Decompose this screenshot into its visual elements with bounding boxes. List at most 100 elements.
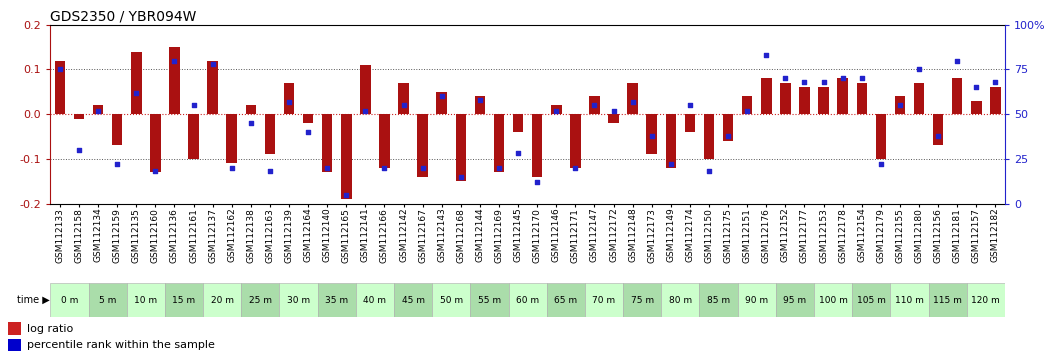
Bar <box>399 83 409 114</box>
Bar <box>204 283 241 317</box>
Bar <box>933 114 943 145</box>
Point <box>300 129 317 135</box>
Text: 25 m: 25 m <box>249 296 272 304</box>
Text: 80 m: 80 m <box>669 296 692 304</box>
Bar <box>245 105 256 114</box>
Text: 60 m: 60 m <box>516 296 539 304</box>
Point <box>720 133 736 138</box>
Point <box>128 90 145 96</box>
Point <box>472 97 489 103</box>
Point <box>89 108 107 113</box>
Point <box>548 108 564 113</box>
Point <box>777 76 794 81</box>
Bar <box>474 96 486 114</box>
Text: 55 m: 55 m <box>478 296 501 304</box>
Point <box>109 161 126 167</box>
Bar <box>585 283 623 317</box>
Point <box>586 102 603 108</box>
Bar <box>455 114 466 181</box>
Bar <box>737 283 776 317</box>
Bar <box>852 283 891 317</box>
Text: 40 m: 40 m <box>363 296 386 304</box>
Text: 10 m: 10 m <box>134 296 157 304</box>
Point <box>414 165 431 171</box>
Point <box>663 161 680 167</box>
Bar <box>627 83 638 114</box>
Text: 100 m: 100 m <box>818 296 848 304</box>
Text: 115 m: 115 m <box>934 296 962 304</box>
Bar <box>494 114 505 172</box>
Bar <box>608 114 619 123</box>
Bar <box>8 322 21 335</box>
Bar <box>665 114 677 168</box>
Point <box>51 67 68 72</box>
Bar <box>303 114 314 123</box>
Point <box>376 165 392 171</box>
Bar <box>856 83 868 114</box>
Bar <box>532 114 542 177</box>
Text: 95 m: 95 m <box>784 296 807 304</box>
Text: 15 m: 15 m <box>172 296 195 304</box>
Point <box>758 52 775 58</box>
Point <box>261 169 278 174</box>
Point <box>605 108 622 113</box>
Point <box>205 61 221 67</box>
Point <box>949 58 966 63</box>
Bar <box>318 283 356 317</box>
Text: 110 m: 110 m <box>895 296 924 304</box>
Text: 90 m: 90 m <box>745 296 768 304</box>
Point <box>147 169 164 174</box>
Point <box>834 76 851 81</box>
Point <box>892 102 908 108</box>
Text: 75 m: 75 m <box>630 296 654 304</box>
Point <box>510 151 527 156</box>
Point <box>70 147 87 153</box>
Bar <box>50 283 88 317</box>
Bar <box>470 283 509 317</box>
Bar <box>436 92 447 114</box>
Bar <box>818 87 829 114</box>
Point <box>738 108 755 113</box>
Bar <box>704 114 714 159</box>
Point <box>452 174 469 179</box>
Point <box>854 76 871 81</box>
Point <box>357 108 373 113</box>
Point <box>815 79 832 85</box>
Point <box>682 102 699 108</box>
Bar <box>895 96 905 114</box>
Point <box>223 165 240 171</box>
Bar <box>127 283 165 317</box>
Bar <box>279 283 318 317</box>
Text: 45 m: 45 m <box>402 296 425 304</box>
Bar <box>990 87 1001 114</box>
Bar <box>208 61 218 114</box>
Text: log ratio: log ratio <box>27 324 73 333</box>
Text: 85 m: 85 m <box>707 296 730 304</box>
Bar <box>341 114 351 199</box>
Bar <box>8 339 21 351</box>
Text: 30 m: 30 m <box>287 296 311 304</box>
Bar <box>55 61 65 114</box>
Bar <box>967 283 1005 317</box>
Bar <box>131 52 142 114</box>
Bar <box>646 114 657 154</box>
Point <box>166 58 183 63</box>
Point <box>319 165 336 171</box>
Bar <box>685 114 695 132</box>
Bar <box>92 105 104 114</box>
Bar <box>876 114 886 159</box>
Point <box>281 99 298 104</box>
Point <box>643 133 660 138</box>
Bar <box>432 283 470 317</box>
Point <box>968 85 985 90</box>
Point <box>433 93 450 99</box>
Bar <box>360 65 370 114</box>
Bar <box>742 96 752 114</box>
Point <box>491 165 508 171</box>
Bar <box>891 283 928 317</box>
Bar <box>509 283 547 317</box>
Point <box>395 102 412 108</box>
Text: 120 m: 120 m <box>971 296 1001 304</box>
Text: 5 m: 5 m <box>99 296 116 304</box>
Bar <box>356 283 394 317</box>
